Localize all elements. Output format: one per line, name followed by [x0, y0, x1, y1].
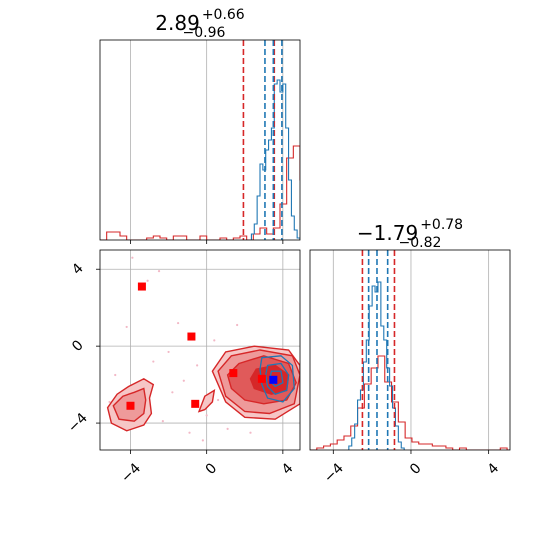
right-histogram-a	[310, 355, 510, 450]
joint-scatter-point-20	[201, 439, 204, 442]
joint-scatter-point-22	[161, 420, 164, 423]
joint-scatter-point-3	[146, 279, 149, 282]
joint-panel: −4 0 4 −4 0 4	[65, 249, 301, 486]
top-ticks	[130, 240, 284, 244]
joint-y-tick-label-0: −4	[65, 410, 91, 436]
top-grid	[130, 40, 284, 240]
joint-scatter-point-23	[114, 373, 117, 377]
right-title-value: −1.79	[357, 221, 418, 245]
top-title: 2.89 +0.66 −0.96	[155, 7, 245, 41]
joint-contour-b-0	[259, 355, 295, 403]
joint-y-ticks: −4 0 4	[65, 260, 100, 436]
joint-frame	[99, 249, 301, 451]
joint-scatter-point-11	[213, 339, 216, 342]
right-grid	[332, 250, 490, 450]
right-x-ticks: −4 0 4	[321, 450, 502, 486]
right-title: −1.79 +0.78 −0.82	[357, 217, 463, 251]
joint-scatter-point-0	[108, 400, 111, 404]
top-title-lower: −0.96	[183, 25, 226, 41]
joint-x-tick-label-2: 4	[279, 460, 297, 478]
top-title-value: 2.89	[155, 11, 200, 35]
joint-marker-0	[137, 282, 146, 291]
joint-scatter-point-17	[125, 325, 128, 329]
joint-scatter-point-9	[196, 364, 199, 367]
joint-scatter-point-16	[236, 323, 239, 327]
right-title-lower: −0.82	[399, 235, 442, 251]
joint-scatter-point-4	[157, 270, 161, 273]
top-title-upper: +0.66	[202, 7, 245, 23]
marginal-panel-top: 2.89 +0.66 −0.96	[99, 7, 301, 244]
joint-scatter-point-6	[176, 321, 180, 325]
right-tick-label-1: 0	[407, 460, 425, 478]
joint-scatter-point-21	[249, 431, 252, 434]
joint-truth-marker	[269, 375, 278, 384]
top-histogram-a	[100, 145, 300, 240]
right-tick-label-2: 4	[485, 460, 503, 478]
joint-marker-3	[126, 401, 135, 410]
joint-scatter-point-8	[188, 431, 191, 434]
joint-marker-2	[229, 369, 238, 378]
top-frame	[99, 39, 301, 241]
top-histogram-b	[250, 79, 300, 240]
joint-scatter-point-7	[182, 379, 185, 382]
joint-scatter-point-18	[131, 256, 134, 259]
right-content	[310, 250, 510, 450]
joint-contour-b-1	[265, 362, 290, 395]
joint-scatter-point-15	[152, 360, 155, 363]
joint-x-tick-label-0: −4	[118, 460, 144, 486]
joint-y-tick-label-2: 4	[69, 260, 87, 278]
marginal-panel-right: −4 0 4 −1.79 +0.78 −0.82	[309, 217, 511, 486]
joint-scatter-point-14	[171, 391, 174, 394]
right-frame	[309, 249, 511, 451]
joint-scatter-point-5	[167, 350, 170, 354]
joint-scatter-point-19	[216, 398, 220, 402]
joint-scatter-point-10	[205, 414, 208, 417]
top-content	[100, 40, 300, 240]
joint-marker-5	[257, 374, 266, 383]
joint-scatter-point-13	[226, 427, 229, 430]
right-title-upper: +0.78	[420, 217, 463, 233]
joint-marker-1	[187, 332, 196, 341]
joint-marker-4	[191, 399, 200, 408]
joint-contour-a3-0	[197, 389, 216, 413]
joint-x-ticks: −4 0 4	[118, 450, 297, 486]
joint-content	[106, 256, 300, 442]
joint-x-tick-label-1: 0	[203, 460, 221, 478]
right-tick-label-0: −4	[321, 460, 347, 486]
joint-y-tick-label-1: 0	[69, 337, 87, 355]
